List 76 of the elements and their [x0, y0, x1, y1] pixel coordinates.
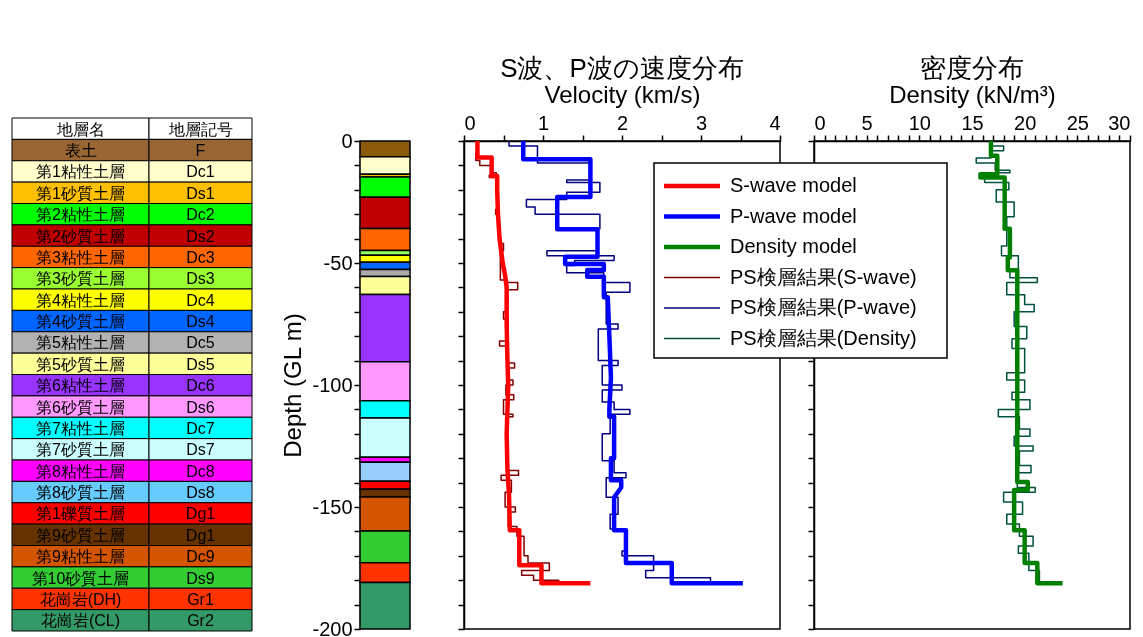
text: 第1礫質土層: [36, 505, 125, 523]
text: 第1砂質土層: [36, 184, 125, 202]
text: 第5砂質土層: [36, 355, 125, 373]
text: Ds9: [186, 569, 215, 587]
text: 第2粘性土層: [36, 206, 125, 224]
x-tick-label: 0: [814, 111, 826, 134]
text: 第6粘性土層: [36, 377, 125, 395]
text: F: [195, 142, 206, 160]
text: 表土: [64, 142, 97, 160]
text: 花崗岩(DH): [39, 590, 122, 608]
text: Gr2: [187, 612, 214, 630]
legend-label: P-wave model: [730, 204, 857, 227]
text: 第3砂質土層: [36, 270, 125, 288]
x-tick-label: 30: [1108, 111, 1131, 134]
text: 第5粘性土層: [36, 334, 125, 352]
text: Dc1: [186, 163, 215, 181]
text: 第3粘性土層: [36, 248, 125, 266]
text: Dg1: [185, 505, 216, 523]
text: Ds3: [186, 270, 215, 288]
text: 第9砂質土層: [36, 526, 125, 544]
text: 第4粘性土層: [36, 291, 125, 309]
text: 第10砂質土層: [31, 569, 130, 587]
legend-label: PS検層結果(P-wave): [730, 296, 917, 318]
text: 花崗岩(CL): [40, 612, 121, 630]
x-tick-label: 4: [769, 111, 781, 134]
x-tick-label: 25: [1066, 111, 1089, 134]
text: Dc9: [186, 548, 215, 566]
text: 地層記号: [167, 120, 233, 138]
text: 第6砂質土層: [36, 398, 125, 416]
x-axis-title: Density (kN/m³): [889, 80, 1056, 108]
legend-label: Density model: [730, 235, 857, 257]
text: Ds5: [186, 355, 215, 373]
chart-title: 密度分布: [920, 53, 1024, 83]
text: 第1粘性土層: [36, 163, 125, 181]
text: Ds1: [186, 184, 215, 202]
text: Dc3: [186, 248, 215, 266]
text: 第2砂質土層: [36, 227, 125, 245]
y-tick-label: -200: [312, 617, 353, 637]
text: Ds4: [186, 313, 215, 331]
text: 第8粘性土層: [36, 462, 125, 480]
y-axis-title: Depth (GL m): [279, 313, 307, 458]
text: Dg1: [185, 526, 216, 544]
x-axis-title: Velocity (km/s): [544, 80, 701, 108]
legend-label: PS検層結果(Density): [730, 326, 917, 349]
text: 第7粘性土層: [36, 419, 125, 437]
text: Ds8: [186, 484, 215, 502]
x-tick-label: 5: [861, 111, 873, 134]
text: Dc5: [186, 334, 215, 352]
text: 第4砂質土層: [36, 313, 125, 331]
x-tick-label: 10: [908, 111, 931, 134]
text: Gr1: [187, 590, 214, 608]
text: Ds6: [186, 398, 215, 416]
x-tick-label: 0: [464, 111, 476, 134]
text: 第9粘性土層: [36, 548, 125, 566]
chart-title: S波、P波の速度分布: [500, 53, 744, 83]
text: Dc7: [186, 419, 215, 437]
legend-label: PS検層結果(S-wave): [730, 265, 917, 288]
legend-label: S-wave model: [730, 174, 857, 196]
x-tick-label: 15: [961, 111, 984, 134]
text: 第7砂質土層: [36, 441, 125, 459]
text: 地層名: [55, 120, 105, 138]
text: Dc6: [186, 377, 215, 395]
y-tick-label: -50: [323, 251, 353, 274]
y-tick-label: -100: [312, 373, 353, 396]
x-tick-label: 2: [616, 111, 629, 134]
text: Dc4: [186, 291, 215, 309]
x-tick-label: 1: [537, 111, 550, 134]
text: Dc2: [186, 206, 215, 224]
x-tick-label: 3: [695, 111, 708, 134]
y-tick-label: -150: [312, 495, 353, 518]
text: 第8砂質土層: [36, 484, 125, 502]
y-tick-label: 0: [341, 129, 353, 152]
x-tick-label: 20: [1014, 111, 1037, 134]
text: Dc8: [186, 462, 215, 480]
text: Ds7: [186, 441, 215, 459]
text: Ds2: [186, 227, 215, 245]
